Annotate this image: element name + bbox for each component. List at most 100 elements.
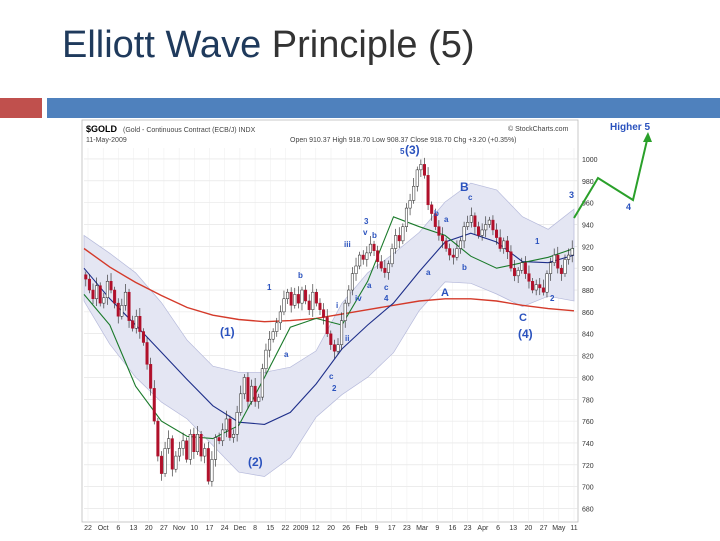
candle bbox=[336, 344, 340, 352]
candle bbox=[300, 289, 304, 304]
candle bbox=[509, 251, 513, 269]
x-tick-label: 26 bbox=[342, 525, 350, 532]
candle bbox=[257, 396, 261, 402]
wave-label-w1: (1) bbox=[220, 325, 235, 339]
candle bbox=[448, 248, 452, 256]
candle bbox=[556, 254, 560, 269]
wave-label-c2: c bbox=[384, 283, 389, 292]
x-axis: 22 Oct 6 13 20 27 Nov 10 17 24 Dec 8 15 22 2009 12 20 26 F… bbox=[84, 525, 578, 532]
candle bbox=[491, 219, 495, 231]
candle bbox=[289, 291, 293, 306]
projection-label-4: 4 bbox=[626, 202, 631, 212]
x-tick-label: 20 bbox=[525, 525, 533, 532]
x-tick-label: 9 bbox=[435, 525, 439, 532]
candle bbox=[95, 285, 99, 300]
x-tick-label: 11 bbox=[570, 525, 577, 532]
candle bbox=[282, 298, 286, 313]
y-tick-label: 880 bbox=[582, 288, 594, 295]
slide-title-main: Elliott Wave bbox=[62, 24, 262, 66]
wave-label-w4: (4) bbox=[518, 327, 533, 341]
candle bbox=[401, 226, 405, 242]
candle bbox=[469, 215, 473, 223]
x-tick-label: 17 bbox=[388, 525, 396, 532]
candle bbox=[156, 420, 160, 457]
x-tick-label: 16 bbox=[449, 525, 457, 532]
x-tick-label: 13 bbox=[130, 525, 138, 532]
candle bbox=[91, 289, 95, 300]
candle bbox=[451, 254, 455, 258]
wave-label-a1: a bbox=[284, 350, 289, 359]
y-axis: 1000 980 960 940 920 900 880 860 840 820 800 780 760… bbox=[582, 157, 598, 514]
candle bbox=[455, 248, 459, 258]
candle bbox=[217, 437, 221, 442]
wave-label-C: C bbox=[519, 312, 527, 324]
candle bbox=[527, 273, 531, 282]
x-tick-label: 20 bbox=[327, 525, 335, 532]
candle bbox=[325, 317, 329, 334]
candle bbox=[340, 320, 344, 345]
moving-average-long bbox=[83, 247, 575, 323]
candle bbox=[87, 278, 91, 291]
y-tick-label: 860 bbox=[582, 310, 594, 317]
candle bbox=[242, 377, 246, 395]
candle bbox=[516, 270, 520, 277]
wave-label-iii: iii bbox=[344, 240, 351, 249]
candle bbox=[390, 248, 394, 265]
candle bbox=[477, 226, 481, 236]
wave-label-5: 5 bbox=[400, 147, 405, 156]
candle bbox=[394, 235, 398, 249]
x-tick-label: Apr bbox=[477, 525, 489, 532]
x-tick-label: 24 bbox=[221, 525, 229, 532]
y-tick-label: 920 bbox=[582, 244, 594, 251]
candle bbox=[567, 254, 571, 260]
candle bbox=[538, 284, 542, 289]
y-tick-label: 700 bbox=[582, 485, 594, 492]
slide-title-rest: Principle (5) bbox=[261, 24, 475, 66]
wave-label-a2: a bbox=[367, 281, 372, 290]
candle bbox=[412, 185, 416, 201]
candle bbox=[149, 364, 153, 389]
candle bbox=[152, 388, 156, 422]
candle bbox=[174, 455, 178, 470]
candle bbox=[221, 429, 225, 442]
candle bbox=[358, 254, 362, 267]
candle bbox=[210, 459, 214, 482]
candle bbox=[250, 385, 254, 402]
candle bbox=[293, 294, 297, 306]
candle bbox=[383, 267, 387, 273]
candle bbox=[141, 331, 145, 343]
projection-path bbox=[573, 135, 649, 219]
candle bbox=[523, 262, 527, 274]
candle bbox=[318, 302, 322, 310]
moving-average-short bbox=[83, 216, 575, 440]
x-tick-label: 23 bbox=[464, 525, 472, 532]
x-tick-label: Mar bbox=[416, 525, 429, 532]
candle bbox=[145, 342, 149, 365]
y-tick-label: 1000 bbox=[582, 157, 598, 164]
candle bbox=[397, 235, 401, 242]
candle bbox=[559, 267, 563, 274]
x-tick-label: 22 bbox=[282, 525, 290, 532]
candle bbox=[170, 438, 174, 470]
x-tick-label: 22 bbox=[84, 525, 92, 532]
x-tick-label: 15 bbox=[266, 525, 274, 532]
candle bbox=[271, 331, 275, 340]
candle bbox=[199, 433, 203, 457]
candle bbox=[415, 169, 419, 187]
x-tick-label: 10 bbox=[190, 525, 198, 532]
candle bbox=[232, 433, 236, 438]
wave-label-c3: c bbox=[468, 193, 473, 202]
wave-label-b1: b bbox=[298, 271, 303, 280]
candle bbox=[520, 262, 524, 271]
candle bbox=[466, 222, 470, 227]
x-tick-label: Oct bbox=[98, 525, 109, 532]
candle bbox=[437, 226, 441, 236]
candle bbox=[430, 204, 434, 214]
candle bbox=[213, 437, 218, 460]
candle bbox=[120, 305, 124, 317]
y-tick-label: 720 bbox=[582, 463, 594, 470]
candle bbox=[98, 285, 102, 304]
candle bbox=[440, 235, 445, 242]
candle bbox=[462, 226, 466, 242]
x-tick-label: 2009 bbox=[293, 525, 309, 532]
